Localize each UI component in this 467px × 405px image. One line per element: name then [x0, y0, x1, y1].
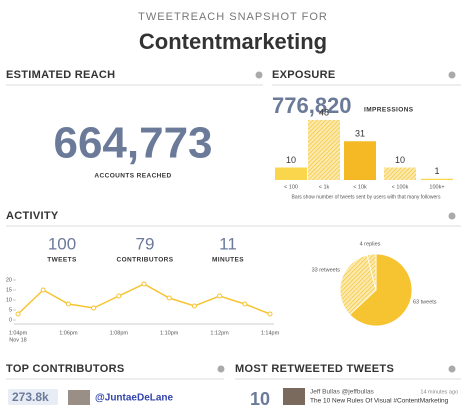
line [17, 283, 271, 315]
y-tick-label: 10 [6, 297, 12, 303]
point [242, 301, 248, 307]
pie-slice [339, 254, 377, 316]
bar-category: < 100 [284, 184, 298, 190]
stat-label: MINUTES [212, 257, 244, 264]
bar [344, 141, 376, 180]
tweet-author[interactable]: Jeff Bullas @jeffbullas [310, 389, 375, 396]
bar-value: 10 [286, 155, 296, 165]
point [40, 287, 46, 293]
impressions-value: 776,820 [272, 93, 352, 118]
reach-value: 664,773 [53, 119, 212, 168]
y-tick-label: 20 [6, 277, 12, 283]
pie-label: 63 tweets [413, 299, 437, 305]
stat-value: 79 [136, 234, 155, 253]
bar-value: 1 [434, 166, 439, 176]
bar-value: 48 [319, 107, 329, 117]
section-heading: TOP CONTRIBUTORS [6, 363, 124, 375]
point [166, 295, 172, 301]
contributor-user[interactable]: @JuntaeDeLane [95, 393, 174, 404]
point [65, 301, 71, 307]
pie-slice [366, 253, 377, 291]
point [217, 293, 223, 299]
x-tick-label: 1:06pm [59, 330, 78, 336]
section-heading: EXPOSURE [272, 69, 336, 81]
bar [308, 120, 340, 180]
info-icon[interactable] [448, 71, 456, 79]
avatar [283, 388, 305, 405]
y-tick-label: 0 [9, 317, 12, 323]
section-heading: ACTIVITY [6, 210, 59, 222]
stat-label: CONTRIBUTORS [116, 257, 173, 264]
title: Contentmarketing [139, 29, 327, 54]
subtitle: TWEETREACH SNAPSHOT FOR [138, 11, 328, 23]
pie-slice [349, 253, 413, 327]
info-icon[interactable] [255, 71, 263, 79]
retweet-count: 10 [250, 389, 270, 405]
chart-caption: Bars show number of tweets sent by users… [292, 194, 441, 200]
bar-category: < 10k [353, 184, 367, 190]
bar-value: 31 [355, 129, 365, 139]
bar-category: < 1k [319, 184, 330, 190]
y-tick-label: 5 [9, 307, 12, 313]
bar [275, 167, 307, 180]
x-tick-label: 1:08pm [110, 330, 129, 336]
point [116, 293, 122, 299]
info-icon[interactable] [448, 365, 456, 373]
y-tick-label: 15 [6, 287, 12, 293]
point [191, 303, 197, 309]
bar-category: 100k+ [429, 184, 444, 190]
x-tick-label: 1:04pm [9, 330, 28, 336]
stat-value: 100 [48, 234, 76, 253]
pie-label: 33 retweets [312, 267, 341, 273]
x-tick-label: 1:14pm [261, 330, 280, 336]
count-badge [8, 389, 58, 405]
point [15, 311, 21, 317]
bar-value: 10 [395, 155, 405, 165]
x-tick-label: 1:12pm [210, 330, 229, 336]
bar-category: < 100k [392, 184, 409, 190]
info-icon[interactable] [217, 365, 225, 373]
avatar [68, 390, 90, 405]
bar [421, 178, 453, 180]
x-tick-label: 1:10pm [160, 330, 179, 336]
tweet-text[interactable]: The 10 New Rules Of Visual #ContentMarke… [310, 398, 449, 405]
stat-value: 11 [219, 234, 237, 253]
section-heading: MOST RETWEETED TWEETS [235, 363, 394, 375]
point [91, 305, 97, 311]
section-heading: ESTIMATED REACH [6, 69, 115, 81]
reach-label: ACCOUNTS REACHED [94, 173, 171, 180]
info-icon[interactable] [448, 212, 456, 220]
stat-label: TWEETS [47, 257, 77, 264]
contributor-count: 273.8k [12, 390, 49, 404]
point [141, 281, 147, 287]
bar [384, 167, 416, 180]
tweet-time: 14 minutes ago [420, 389, 458, 395]
impressions-label: IMPRESSIONS [364, 107, 414, 114]
x-date-label: Nov 18 [9, 337, 26, 343]
point [267, 311, 273, 317]
pie-label: 4 replies [360, 241, 381, 247]
